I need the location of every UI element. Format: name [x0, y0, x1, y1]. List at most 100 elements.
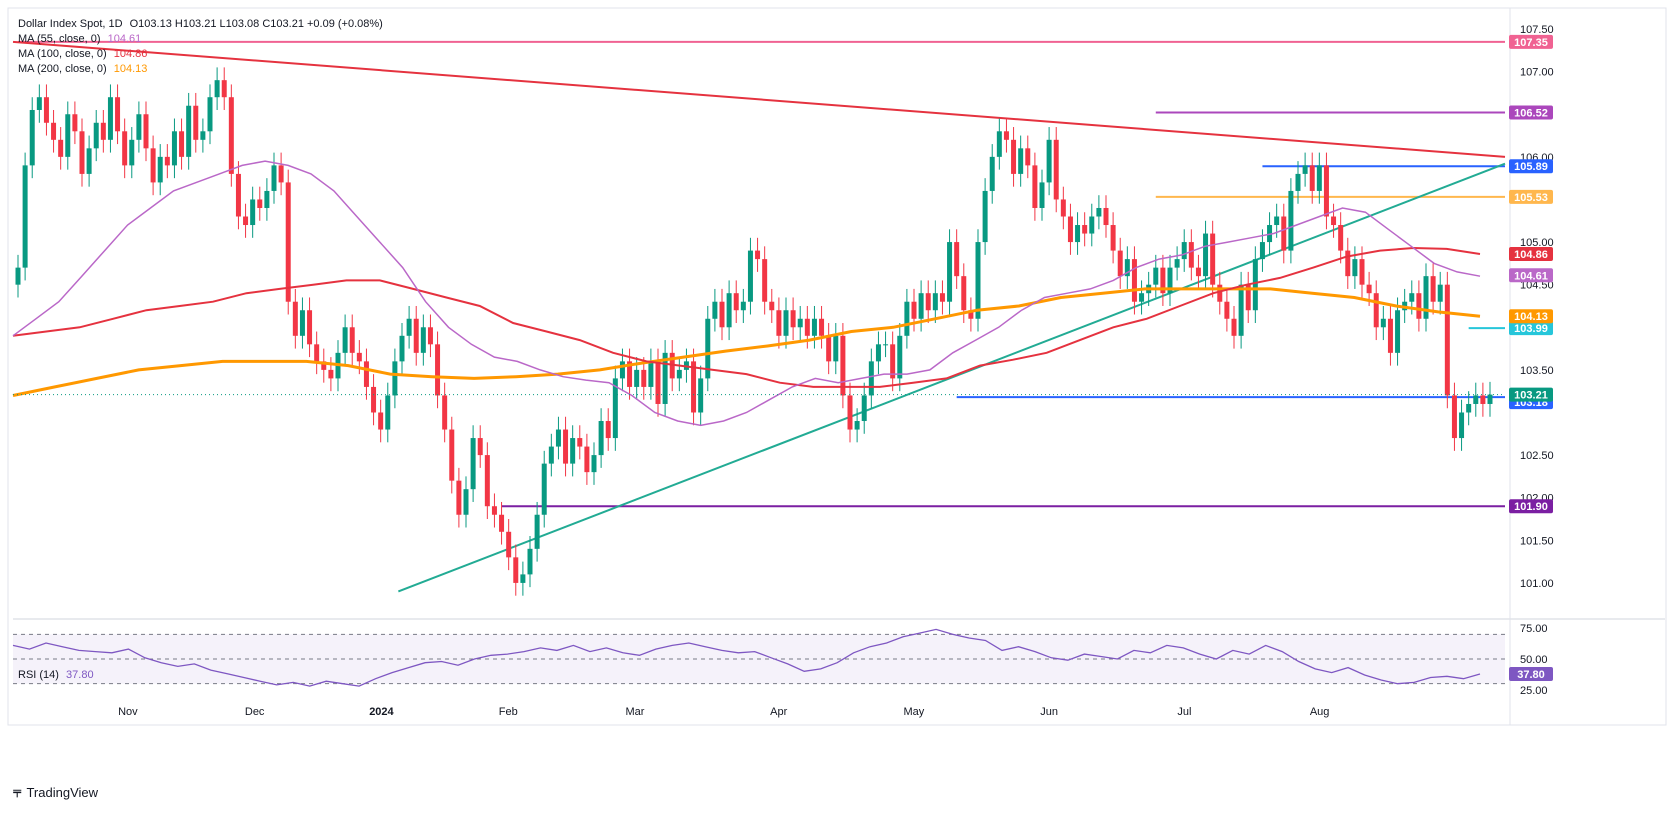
candle-body	[1359, 259, 1365, 285]
candle-body	[371, 386, 377, 413]
price-tick-label: 103.50	[1520, 365, 1554, 377]
candle-body	[257, 199, 263, 208]
candle-body	[278, 165, 284, 183]
price-tag: 107.35	[1509, 34, 1553, 49]
candle-body	[1210, 233, 1216, 285]
candle-body	[1096, 207, 1102, 217]
candle-body	[932, 293, 938, 311]
candle-body	[1110, 225, 1116, 251]
ma100-line	[12, 246, 1481, 388]
candles-group	[15, 67, 1493, 596]
rsi-price-tag: 37.80	[1509, 667, 1553, 682]
price-tag-label: 104.86	[1514, 249, 1548, 261]
candle-body	[200, 131, 206, 140]
candle-body	[122, 131, 128, 166]
candle-body	[186, 105, 192, 157]
ma100-legend: MA (100, close, 0) 104.86	[18, 47, 383, 62]
price-tag-label: 107.35	[1514, 37, 1548, 49]
candle-body	[520, 574, 526, 583]
candle-body	[470, 438, 476, 490]
candle-body	[228, 97, 234, 174]
candle-body	[1011, 139, 1017, 174]
candle-body	[783, 310, 789, 336]
candle-body	[1217, 284, 1223, 302]
candle-body	[1103, 207, 1109, 226]
candle-body	[996, 131, 1002, 157]
trendline	[397, 162, 1506, 593]
candle-body	[1487, 394, 1493, 404]
candle-body	[1089, 216, 1095, 234]
candle-body	[442, 395, 448, 430]
candle-body	[506, 531, 512, 558]
candle-body	[1345, 250, 1351, 277]
ma200-legend: MA (200, close, 0) 104.13	[18, 62, 383, 77]
candle-body	[1018, 148, 1024, 174]
price-tick-label: 107.50	[1520, 24, 1554, 36]
candle-body	[790, 310, 796, 328]
candle-body	[221, 80, 227, 98]
candle-body	[1245, 284, 1251, 311]
price-tag: 104.13	[1509, 309, 1553, 324]
candle-body	[1480, 395, 1486, 404]
candle-body	[648, 361, 654, 387]
candle-body	[484, 455, 490, 507]
price-tag-label: 101.90	[1514, 501, 1548, 513]
rsi-line	[12, 628, 1481, 687]
candle-body	[1373, 293, 1379, 328]
candle-body	[65, 114, 71, 157]
candle-body	[925, 293, 931, 311]
price-tag-bg	[1509, 159, 1553, 174]
candle-body	[1323, 165, 1329, 217]
time-tick-label: Aug	[1310, 706, 1330, 718]
candle-body	[1387, 318, 1393, 353]
price-tick-label: 102.50	[1520, 450, 1554, 462]
candle-body	[1025, 148, 1031, 166]
time-tick-label: 2024	[369, 706, 394, 718]
candle-body	[193, 105, 199, 140]
candle-body	[1160, 267, 1166, 294]
price-tick-label: 107.00	[1520, 67, 1554, 79]
candle-body	[299, 310, 305, 336]
candle-body	[1274, 216, 1280, 226]
ma200-value: 104.13	[113, 63, 148, 75]
candle-body	[947, 242, 953, 302]
time-tick-label: Mar	[626, 706, 645, 718]
ohlc-values: O103.13 H103.21 L103.08 C103.21 +0.09 (+…	[129, 18, 383, 30]
candle-body	[143, 114, 149, 149]
candle-body	[570, 438, 576, 464]
candle-body	[854, 421, 860, 430]
candle-body	[655, 361, 661, 404]
candle-body	[271, 165, 277, 191]
candle-body	[435, 344, 441, 396]
candle-body	[1231, 318, 1237, 336]
candle-body	[1302, 165, 1308, 174]
ma55-legend: MA (55, close, 0) 104.61	[18, 32, 383, 47]
rsi-value: 37.80	[66, 669, 94, 681]
candle-body	[1188, 242, 1194, 268]
candle-body	[499, 514, 505, 532]
rsi-tick-label: 75.00	[1520, 623, 1548, 635]
tradingview-brand[interactable]: ⫧ TradingView	[13, 784, 98, 801]
candle-body	[904, 301, 910, 336]
candle-body	[1352, 259, 1358, 277]
candle-body	[577, 438, 583, 447]
chart-legend: Dollar Index Spot, 1D O103.13 H103.21 L1…	[18, 17, 383, 77]
time-tick-label: Apr	[770, 706, 787, 718]
candle-body	[954, 242, 960, 277]
candle-body	[890, 344, 896, 379]
candle-body	[1380, 318, 1386, 328]
candle-body	[413, 318, 419, 353]
candle-body	[1281, 216, 1287, 251]
time-tick-label: Feb	[499, 706, 518, 718]
candle-body	[179, 131, 185, 157]
candle-body	[982, 190, 988, 243]
ma55-value: 104.61	[107, 33, 142, 45]
candle-body	[1039, 182, 1045, 208]
candle-body	[897, 335, 903, 379]
candle-body	[328, 369, 334, 379]
ma200-label: MA (200, close, 0)	[18, 63, 107, 75]
candle-body	[136, 114, 142, 140]
candle-body	[612, 378, 618, 439]
